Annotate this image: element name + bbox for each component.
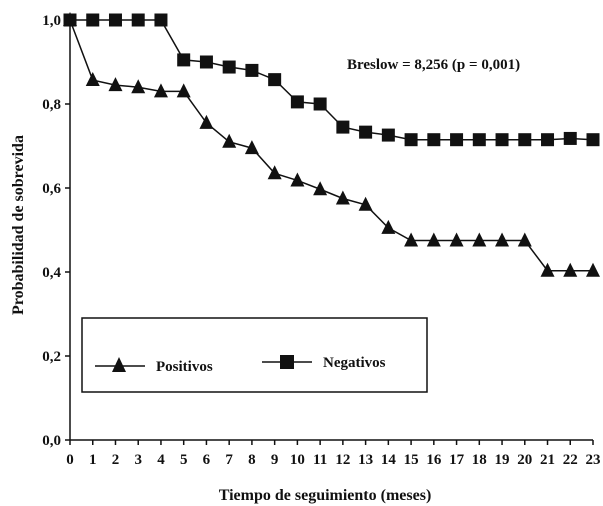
point-negativos — [541, 133, 555, 147]
x-tick-label: 6 — [203, 452, 211, 468]
point-positivos — [335, 190, 350, 205]
x-tick-label: 13 — [358, 452, 373, 468]
point-negativos — [313, 97, 327, 111]
x-tick-label: 3 — [134, 452, 142, 468]
point-positivos — [108, 77, 123, 92]
x-tick-label: 18 — [472, 452, 487, 468]
point-negativos — [404, 133, 418, 147]
y-ticks: 0,0 0,2 0,4 0,6 0,8 1,0 — [42, 13, 70, 449]
point-positivos — [449, 232, 464, 247]
legend: Positivos Negativos — [81, 317, 428, 393]
x-axis-title: Tiempo de seguimiento (meses) — [219, 487, 432, 504]
point-negativos — [108, 13, 122, 27]
x-tick-label: 14 — [381, 452, 397, 468]
y-axis-title: Probabilidad de sobrevida — [10, 135, 27, 315]
point-negativos — [222, 60, 236, 74]
x-tick-label: 15 — [404, 452, 419, 468]
point-negativos — [86, 13, 100, 27]
x-tick-label: 19 — [495, 452, 510, 468]
x-tick-label: 4 — [157, 452, 165, 468]
x-tick-label: 2 — [112, 452, 120, 468]
point-negativos — [495, 133, 509, 147]
x-tick-label: 10 — [290, 452, 305, 468]
x-tick-label: 17 — [449, 452, 465, 468]
y-tick-label: 0,6 — [42, 181, 61, 197]
x-tick-label: 0 — [66, 452, 74, 468]
series-line-negativos — [70, 19, 594, 141]
point-negativos — [563, 131, 577, 145]
point-positivos — [267, 165, 282, 180]
point-negativos — [450, 133, 464, 147]
point-positivos — [472, 232, 487, 247]
point-positivos — [85, 72, 100, 87]
x-tick-label: 5 — [180, 452, 188, 468]
point-positivos — [426, 232, 441, 247]
y-tick-label: 0,4 — [42, 265, 61, 281]
point-positivos — [176, 83, 191, 98]
point-positivos — [586, 262, 600, 277]
y-tick-label: 1,0 — [42, 13, 61, 29]
legend-box — [81, 317, 428, 393]
point-negativos — [518, 133, 532, 147]
point-positivos — [540, 262, 555, 277]
point-positivos — [222, 133, 237, 148]
point-positivos — [244, 140, 259, 155]
point-positivos — [131, 79, 146, 94]
point-negativos — [427, 133, 441, 147]
point-positivos — [313, 181, 328, 196]
legend-label-negativos: Negativos — [323, 355, 386, 371]
point-positivos — [290, 172, 305, 187]
point-negativos — [245, 63, 259, 77]
point-positivos — [563, 262, 578, 277]
x-tick-label: 8 — [248, 452, 256, 468]
point-negativos — [381, 128, 395, 142]
x-tick-label: 23 — [586, 452, 601, 468]
legend-label-positivos: Positivos — [156, 359, 213, 375]
point-positivos — [404, 232, 419, 247]
x-tick-label: 9 — [271, 452, 279, 468]
point-positivos — [358, 196, 373, 211]
point-negativos — [63, 13, 77, 27]
point-positivos — [381, 219, 396, 234]
point-positivos — [199, 114, 214, 129]
x-tick-label: 20 — [517, 452, 532, 468]
x-tick-label: 21 — [540, 452, 555, 468]
legend-marker-square — [280, 355, 294, 369]
x-tick-label: 16 — [426, 452, 442, 468]
point-negativos — [131, 13, 145, 27]
y-tick-label: 0,2 — [42, 349, 61, 365]
point-negativos — [177, 53, 191, 67]
point-negativos — [290, 95, 304, 109]
breslow-annotation: Breslow = 8,256 (p = 0,001) — [347, 57, 520, 73]
point-negativos — [336, 120, 350, 134]
series-layer — [63, 12, 600, 277]
point-negativos — [472, 133, 486, 147]
y-tick-label: 0,0 — [42, 433, 61, 449]
point-positivos — [495, 232, 510, 247]
x-tick-label: 1 — [89, 452, 97, 468]
x-tick-label: 11 — [313, 452, 327, 468]
x-tick-label: 7 — [225, 452, 233, 468]
point-positivos — [517, 232, 532, 247]
x-tick-label: 12 — [335, 452, 350, 468]
point-negativos — [268, 73, 282, 87]
point-positivos — [153, 83, 168, 98]
point-negativos — [586, 133, 600, 147]
series-negativos — [63, 13, 600, 147]
y-tick-label: 0,8 — [42, 97, 61, 113]
x-tick-label: 22 — [563, 452, 578, 468]
x-ticks: 0 1 2 3 4 5 6 7 8 9 10 11 12 13 14 15 16 17 18 19 20 21 22 23 — [66, 440, 601, 468]
axes: 0,00,20,40,60,81,0 0 1 2 3 4 5 6 7 8 9 10 11 12 13 14 1… — [42, 13, 600, 468]
point-negativos — [199, 55, 213, 69]
point-negativos — [359, 125, 373, 139]
legend-marker-triangle — [112, 357, 126, 372]
point-negativos — [154, 13, 168, 27]
